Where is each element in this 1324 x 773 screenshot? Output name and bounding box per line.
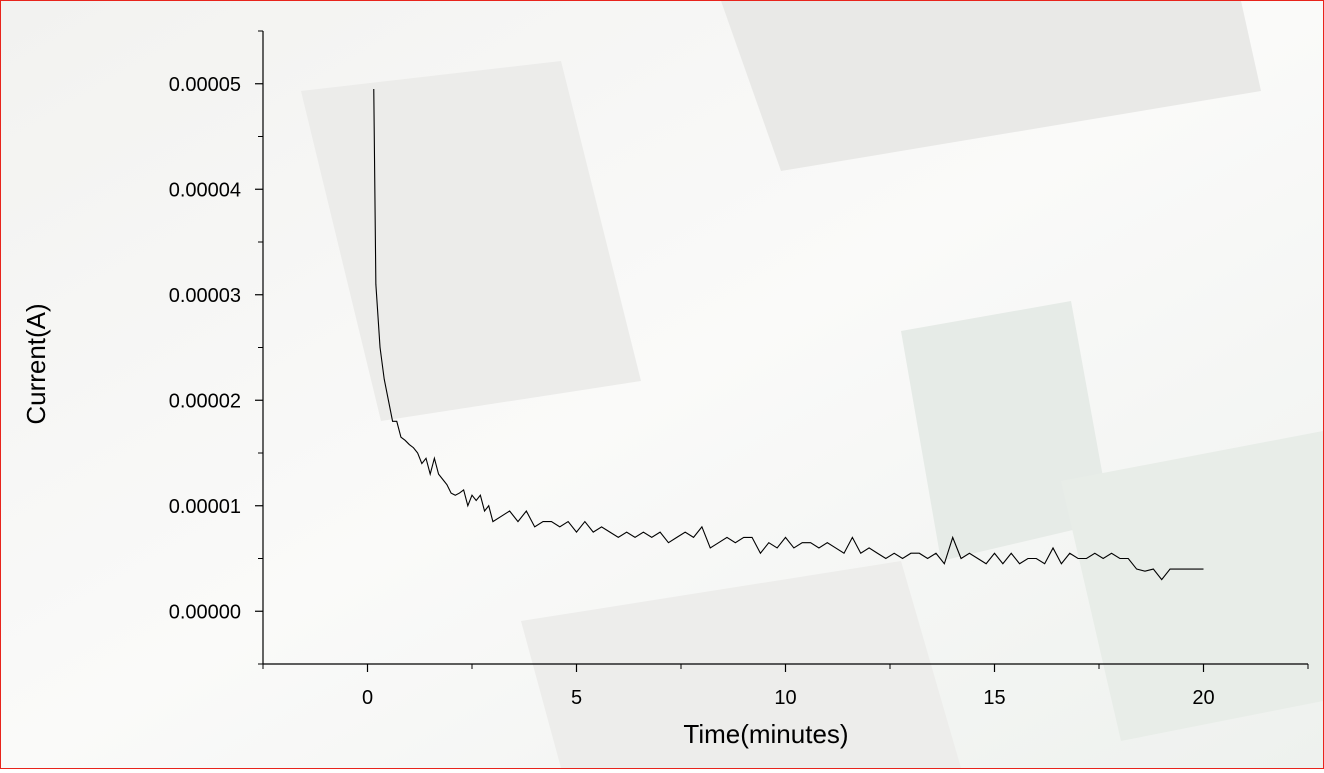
y-axis-label: Current(A) [21,303,51,424]
y-tick-label: 0.00003 [169,285,241,307]
x-tick-label: 10 [774,687,796,709]
chart-frame: Time(minutes) Current(A) 0.00000 0.00001 0… [0,0,1324,769]
x-tick-label: 20 [1192,687,1214,709]
x-axis-label: Time(minutes) [683,719,848,749]
x-tick-label: 15 [983,687,1005,709]
y-tick-label: 0.00000 [169,601,241,623]
chart: Time(minutes) Current(A) 0.00000 0.00001 0… [1,1,1323,768]
y-tick-label: 0.00005 [169,74,241,96]
y-tick-label: 0.00004 [169,179,241,201]
y-tick-label: 0.00001 [169,496,241,518]
y-tick-label: 0.00002 [169,390,241,412]
x-tick-label: 5 [571,687,582,709]
x-tick-label: 0 [362,687,373,709]
